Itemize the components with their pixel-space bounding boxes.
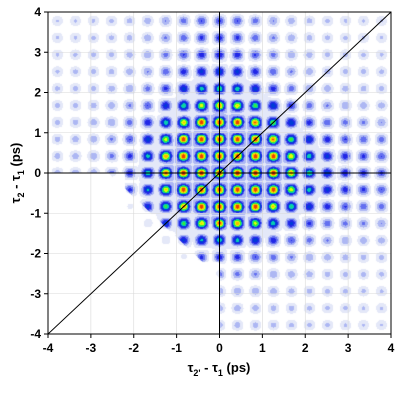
x-tick-label: 1 [259,341,266,355]
y-tick-label: -3 [30,287,41,301]
x-tick-label: 3 [345,341,352,355]
y-axis-label: τ2 - τ1 (ps) [8,143,26,204]
x-tick-label: -1 [171,341,182,355]
x-tick-label: 2 [302,341,309,355]
y-tick-label: 2 [34,86,41,100]
x-tick-label: -3 [86,341,97,355]
y-tick-label: -4 [30,327,41,341]
x-tick-label: -4 [43,341,54,355]
x-tick-label: 4 [388,341,395,355]
x-axis-ticks: -4 -3 -2 -1 0 1 2 3 4 [43,334,395,355]
x-tick-label: -2 [128,341,139,355]
y-axis-ticks: -4 -3 -2 -1 0 1 2 3 4 [30,5,48,341]
y-tick-label: 4 [34,5,41,19]
x-tick-label: 0 [216,341,223,355]
y-tick-label: -2 [30,247,41,261]
y-tick-label: 1 [34,126,41,140]
y-tick-label: -1 [30,206,41,220]
y-tick-label: 3 [34,45,41,59]
overlay-lines [48,12,391,334]
x-axis-label: τ2' - τ1 (ps) [188,360,251,378]
y-tick-label: 0 [34,166,41,180]
